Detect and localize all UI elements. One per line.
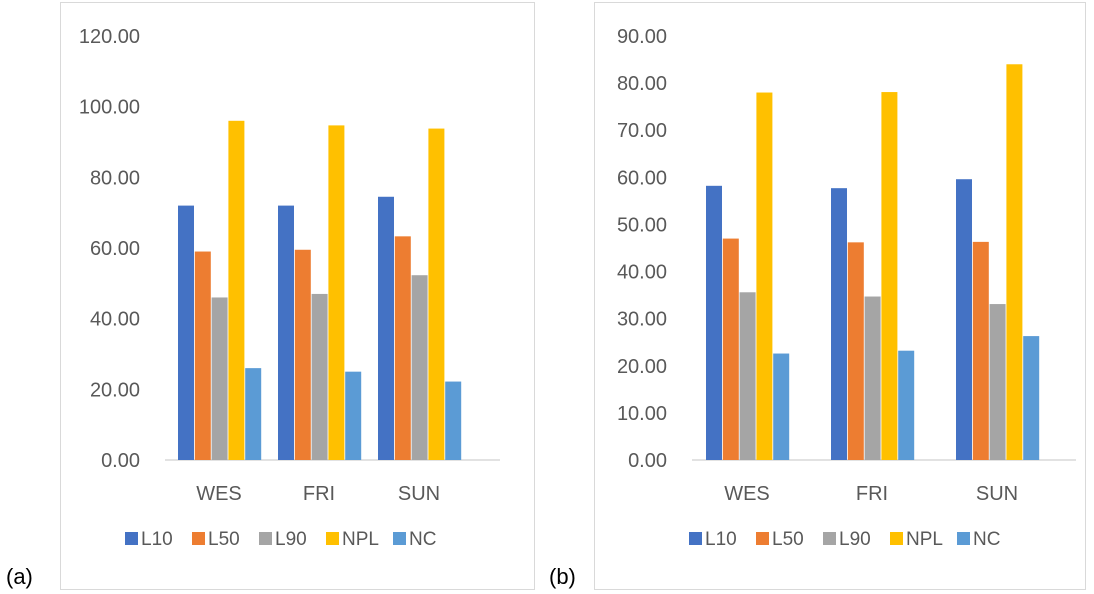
chart-a-bar-l10-wes — [178, 205, 194, 460]
chart-b-ytick-label: 30.00 — [617, 309, 667, 331]
chart-a-legend-label-npl: NPL — [342, 529, 379, 550]
chart-b-bar-l90-sun — [989, 304, 1006, 460]
chart-b-legend-label-l50: L50 — [772, 529, 804, 550]
chart-a-legend-swatch-nc — [393, 532, 406, 545]
chart-b-ytick-label: 90.00 — [617, 26, 667, 48]
chart-a-legend-swatch-l50 — [192, 532, 205, 545]
chart-b-legend-swatch-nc — [957, 532, 970, 545]
chart-a-legend-label-l50: L50 — [208, 529, 240, 550]
chart-a-category-label: SUN — [398, 483, 440, 505]
chart-b-bar-l50-wes — [722, 238, 739, 460]
chart-a-legend-label-nc: NC — [409, 529, 436, 550]
chart-b-legend-label-l10: L10 — [705, 529, 737, 550]
chart-a-legend-swatch-l10 — [125, 532, 138, 545]
chart-a-bar-l90-wes — [211, 297, 228, 460]
chart-a-bar-nc-fri — [345, 371, 362, 460]
chart-a-bar-l50-fri — [294, 249, 311, 460]
chart-a-category-label: FRI — [303, 483, 335, 505]
chart-b-bar-l10-sun — [956, 179, 972, 460]
chart-b-legend-swatch-l50 — [756, 532, 769, 545]
chart-a-bar-l90-sun — [411, 275, 428, 460]
chart-a-ytick-label: 20.00 — [90, 379, 140, 401]
chart-b-ytick-label: 10.00 — [617, 403, 667, 425]
chart-b-bar-npl-wes — [756, 92, 773, 461]
chart-a-ytick-label: 40.00 — [90, 309, 140, 331]
chart-b-category-label: WES — [724, 483, 770, 505]
chart-b-bar-l90-fri — [864, 296, 881, 460]
chart-b-category-label: SUN — [976, 483, 1018, 505]
chart-a-legend-label-l90: L90 — [275, 529, 307, 550]
chart-b-bar-npl-fri — [881, 92, 898, 460]
chart-a-bar-l90-fri — [311, 293, 328, 460]
chart-b-legend-swatch-npl — [890, 532, 903, 545]
chart-a-legend-label-l10: L10 — [141, 529, 173, 550]
panel-label-a: (a) — [6, 564, 33, 589]
chart-b-ytick-label: 40.00 — [617, 262, 667, 284]
chart-b-ytick-label: 50.00 — [617, 214, 667, 236]
chart-a-bar-nc-sun — [445, 381, 462, 460]
chart-b-bar-l10-wes — [706, 185, 722, 460]
chart-a-bar-nc-wes — [245, 368, 262, 460]
chart-a-bar-npl-wes — [228, 120, 245, 461]
chart-a-bar-l50-sun — [394, 236, 411, 460]
chart-b-bar-l50-sun — [972, 241, 989, 460]
panel-label-b: (b) — [549, 564, 576, 589]
chart-b-ytick-label: 80.00 — [617, 73, 667, 95]
chart-b-category-label: FRI — [856, 483, 888, 505]
chart-b-bar-nc-wes — [773, 353, 790, 460]
chart-a-bar-npl-sun — [428, 128, 445, 460]
chart-a-ytick-label: 100.00 — [79, 97, 140, 119]
chart-b-legend-swatch-l90 — [823, 532, 836, 545]
chart-b-legend-label-npl: NPL — [906, 529, 943, 550]
chart-b-legend-label-l90: L90 — [839, 529, 871, 550]
chart-a-bar-l10-sun — [378, 196, 394, 460]
chart-b-bar-nc-sun — [1023, 336, 1040, 460]
chart-b-ytick-label: 70.00 — [617, 120, 667, 142]
chart-b-bar-l10-fri — [831, 188, 847, 460]
chart-a-legend-swatch-npl — [326, 532, 339, 545]
chart-a-bar-l50-wes — [194, 251, 211, 460]
chart-a-ytick-label: 80.00 — [90, 167, 140, 189]
chart-b-legend-label-nc: NC — [973, 529, 1000, 550]
chart-b-ytick-label: 20.00 — [617, 356, 667, 378]
chart-b-bar-nc-fri — [898, 350, 915, 460]
chart-a-legend-swatch-l90 — [259, 532, 272, 545]
chart-b-bar-l50-fri — [847, 242, 864, 460]
chart-a-ytick-label: 0.00 — [101, 450, 140, 472]
chart-b-legend-swatch-l10 — [689, 532, 702, 545]
chart-b-bar-l90-wes — [739, 292, 756, 460]
chart-a-ytick-label: 120.00 — [79, 26, 140, 48]
chart-a-category-label: WES — [196, 483, 242, 505]
chart-b-ytick-label: 60.00 — [617, 167, 667, 189]
chart-b-ytick-label: 0.00 — [628, 450, 667, 472]
chart-a-ytick-label: 60.00 — [90, 238, 140, 260]
chart-a-bar-npl-fri — [328, 125, 345, 460]
chart-a-bar-l10-fri — [278, 205, 294, 460]
chart-b-bar-npl-sun — [1006, 64, 1023, 461]
